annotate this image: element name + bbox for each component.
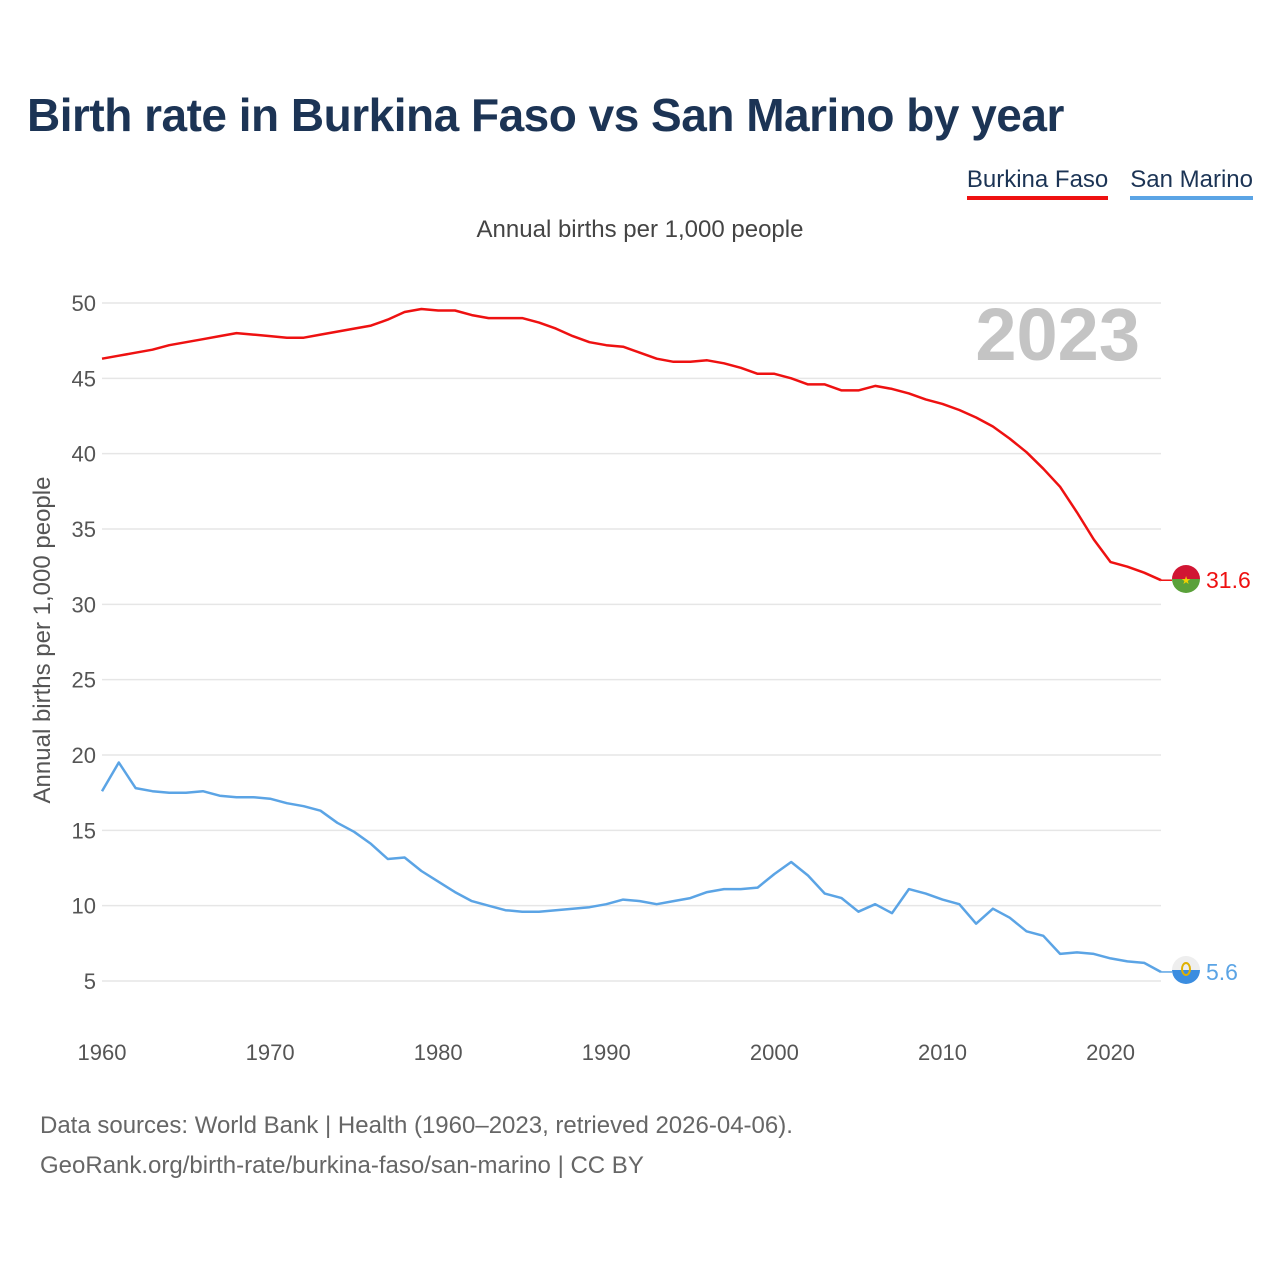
y-axis-ticks: 5 10 15 20 25 30 35 40 45 50 bbox=[72, 291, 96, 994]
x-tick-label: 1990 bbox=[582, 1040, 631, 1065]
y-tick-label: 50 bbox=[72, 291, 96, 316]
chart-subtitle: Annual births per 1,000 people bbox=[476, 216, 804, 243]
y-tick-label: 40 bbox=[72, 442, 96, 467]
y-tick-label: 35 bbox=[72, 517, 96, 542]
series-lines bbox=[100, 307, 1172, 974]
legend: Burkina Faso San Marino bbox=[966, 166, 1253, 200]
y-tick-label: 5 bbox=[84, 969, 96, 994]
y-tick-label: 25 bbox=[72, 668, 96, 693]
y-tick-label: 30 bbox=[72, 592, 96, 617]
burkina-faso-flag-icon: ★ bbox=[1172, 565, 1200, 593]
end-labels: 31.6 5.6 bbox=[1206, 567, 1251, 985]
legend-item-burkina-faso[interactable]: Burkina Faso bbox=[966, 166, 1109, 200]
end-label-san-marino: 5.6 bbox=[1206, 959, 1238, 985]
x-tick-label: 2010 bbox=[918, 1040, 967, 1065]
chart-title: Birth rate in Burkina Faso vs San Marino… bbox=[27, 89, 1064, 141]
footer: Data sources: World Bank | Health (1960–… bbox=[40, 1106, 793, 1186]
san-marino-flag-icon bbox=[1172, 956, 1200, 984]
x-tick-label: 2020 bbox=[1086, 1040, 1135, 1065]
y-tick-label: 10 bbox=[72, 894, 96, 919]
y-tick-label: 20 bbox=[72, 743, 96, 768]
y-tick-label: 15 bbox=[72, 818, 96, 843]
gridlines bbox=[102, 302, 1161, 982]
x-tick-label: 2000 bbox=[750, 1040, 799, 1065]
svg-text:★: ★ bbox=[1181, 574, 1191, 587]
x-axis-ticks: 1960 1970 1980 1990 2000 2010 2020 bbox=[78, 1040, 1136, 1065]
x-tick-label: 1970 bbox=[246, 1040, 295, 1065]
y-axis-label: Annual births per 1,000 people bbox=[29, 477, 56, 804]
end-markers: ★ bbox=[1172, 565, 1200, 984]
source-link[interactable]: GeoRank.org/birth-rate/burkina-faso/san-… bbox=[40, 1152, 644, 1179]
x-tick-label: 1980 bbox=[414, 1040, 463, 1065]
series-line-burkina-faso[interactable] bbox=[101, 307, 1162, 582]
line-chart: 2023 5 10 15 20 25 30 35 40 45 50 1960 1970 1980 199… bbox=[29, 291, 1251, 1065]
year-watermark: 2023 bbox=[975, 293, 1140, 376]
data-source-note: Data sources: World Bank | Health (1960–… bbox=[40, 1112, 793, 1139]
end-label-burkina-faso: 31.6 bbox=[1206, 567, 1251, 593]
legend-item-san-marino[interactable]: San Marino bbox=[1130, 166, 1253, 200]
x-tick-label: 1960 bbox=[78, 1040, 127, 1065]
y-tick-label: 45 bbox=[72, 366, 96, 391]
series-line-san-marino[interactable] bbox=[100, 761, 1162, 974]
